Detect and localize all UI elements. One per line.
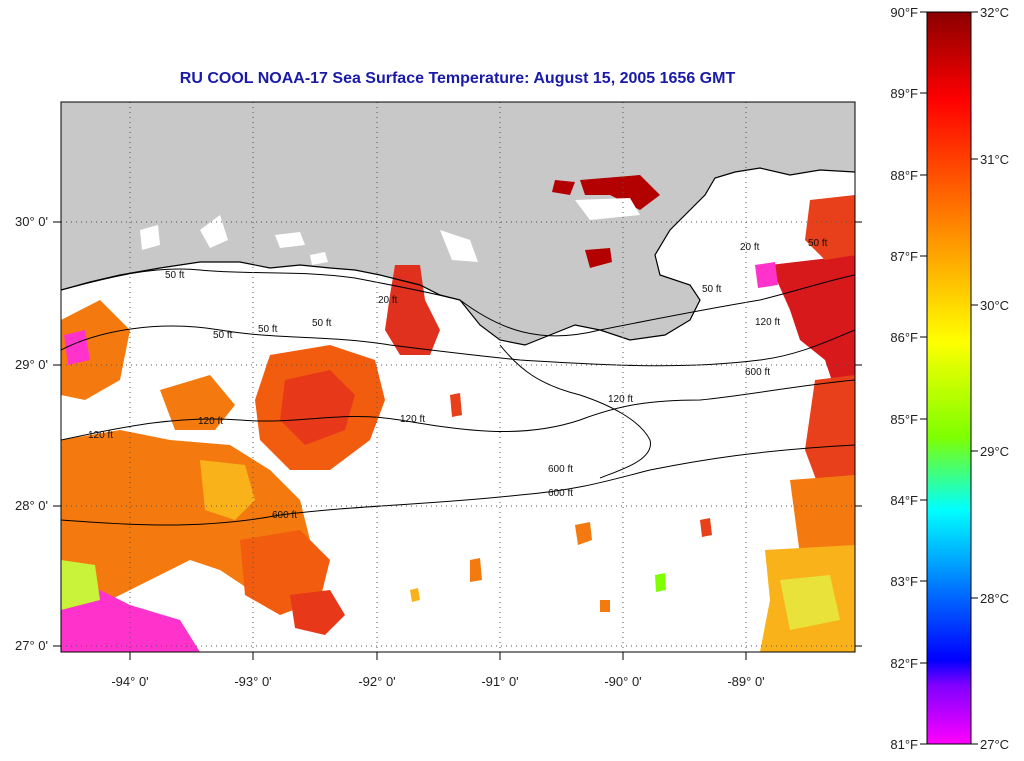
contour-label: 120 ft [400, 414, 425, 425]
warm-patch [805, 195, 855, 260]
contour-label: 120 ft [755, 317, 780, 328]
colorbar-celsius-labels: 32°C 31°C 30°C 29°C 28°C 27°C [980, 5, 1009, 752]
cool-patch [64, 330, 90, 365]
colorbar-ticks [920, 11, 978, 745]
contour-label: 20 ft [740, 242, 760, 253]
longitude-labels: -94° 0' -93° 0' -92° 0' -91° 0' -90° 0' … [111, 674, 764, 689]
land-water [310, 252, 328, 265]
cool-patch [61, 590, 200, 652]
warm-patch [580, 175, 660, 210]
contour-label-group: 50 ft 50 ft 50 ft 50 ft 20 ft 120 ft 120… [88, 238, 828, 521]
land-water [140, 225, 160, 250]
lon-label: -94° 0' [111, 674, 148, 689]
warm-patch [470, 558, 482, 582]
lon-label: -90° 0' [604, 674, 641, 689]
f-label: 86°F [890, 330, 918, 345]
lat-label: 29° 0' [15, 357, 48, 372]
f-label: 84°F [890, 493, 918, 508]
lon-label: -92° 0' [358, 674, 395, 689]
cool-patch [755, 262, 778, 288]
contour-label: 120 ft [608, 394, 633, 405]
colorbar [926, 11, 972, 745]
lat-label: 27° 0' [15, 638, 48, 653]
lat-label: 28° 0' [15, 498, 48, 513]
warm-patch [805, 375, 855, 490]
f-label: 83°F [890, 574, 918, 589]
warm-patch [61, 300, 130, 400]
f-label: 89°F [890, 86, 918, 101]
contour-label: 20 ft [378, 295, 398, 306]
f-label: 85°F [890, 412, 918, 427]
warm-patch [160, 375, 235, 430]
map-plot-area: 50 ft 50 ft 50 ft 50 ft 20 ft 120 ft 120… [61, 102, 855, 652]
warm-patch [385, 265, 440, 355]
contour-label: 600 ft [272, 510, 297, 521]
c-label: 32°C [980, 5, 1009, 20]
c-label: 27°C [980, 737, 1009, 752]
lon-label: -93° 0' [234, 674, 271, 689]
c-label: 28°C [980, 591, 1009, 606]
warm-patch [280, 370, 355, 445]
contour-label: 120 ft [88, 430, 113, 441]
map-frame [60, 101, 856, 653]
contour-label: 50 ft [258, 324, 278, 335]
land-mass [61, 102, 855, 345]
land-water [440, 230, 478, 262]
contour-label: 120 ft [198, 416, 223, 427]
warm-patch [585, 248, 612, 268]
c-label: 31°C [980, 152, 1009, 167]
cool-patch [655, 573, 666, 592]
contour-label: 50 ft [702, 284, 722, 295]
f-label: 90°F [890, 5, 918, 20]
coastline [61, 167, 855, 346]
colorbar-fahrenheit-labels: 90°F 89°F 88°F 87°F 86°F 85°F 84°F 83°F … [890, 5, 918, 752]
warm-patch [200, 460, 255, 520]
warm-patch [700, 518, 712, 537]
f-label: 88°F [890, 168, 918, 183]
land-water [575, 198, 640, 220]
contour-label: 50 ft [165, 270, 185, 281]
c-label: 30°C [980, 298, 1009, 313]
contour-label: 600 ft [745, 367, 770, 378]
c-label: 29°C [980, 444, 1009, 459]
contour-label: 50 ft [808, 238, 828, 249]
map-title: RU COOL NOAA-17 Sea Surface Temperature:… [179, 70, 736, 87]
land-water [275, 232, 305, 248]
warm-patch [790, 475, 855, 560]
lon-label: -91° 0' [481, 674, 518, 689]
warm-patch [410, 588, 420, 602]
contour-label: 50 ft [213, 330, 233, 341]
warm-patch [450, 393, 462, 417]
warm-patch [575, 522, 592, 545]
warm-patch [600, 600, 610, 612]
contour-label: 600 ft [548, 464, 573, 475]
axis-ticks [53, 221, 862, 660]
lat-label: 30° 0' [15, 214, 48, 229]
graticule [61, 102, 855, 652]
f-label: 82°F [890, 656, 918, 671]
cool-patch [61, 560, 100, 610]
warm-patch [552, 180, 575, 195]
warm-patch [770, 255, 855, 390]
latitude-labels: 30° 0' 29° 0' 28° 0' 27° 0' [15, 214, 48, 653]
contour-label: 50 ft [312, 318, 332, 329]
f-label: 87°F [890, 249, 918, 264]
warm-patch [780, 575, 840, 630]
warm-patch [290, 590, 345, 635]
land-water [200, 215, 228, 248]
contour-label: 600 ft [548, 488, 573, 499]
lon-label: -89° 0' [727, 674, 764, 689]
f-label: 81°F [890, 737, 918, 752]
